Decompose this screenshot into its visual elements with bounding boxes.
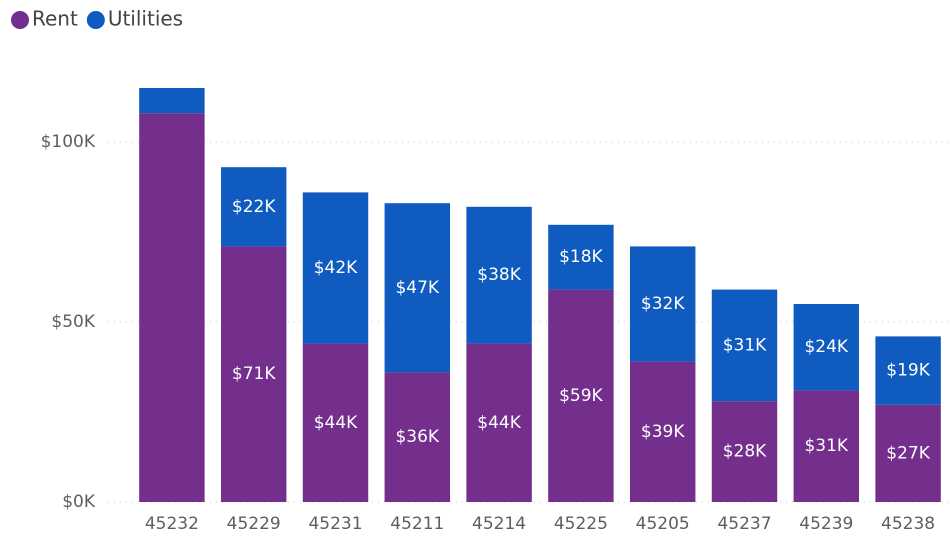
data-label: $31K (804, 436, 848, 456)
bar-segment (629, 361, 696, 502)
x-tick-label: 45214 (472, 514, 526, 534)
bar-segment (139, 88, 205, 114)
data-label: $32K (641, 294, 685, 314)
bar-segment (548, 224, 614, 290)
x-tick-label: 45239 (799, 514, 853, 534)
bar-segment (793, 390, 860, 502)
data-label: $28K (723, 442, 767, 462)
data-label: $42K (314, 258, 358, 278)
legend-label: Utilities (108, 7, 183, 31)
legend-marker (11, 11, 29, 29)
data-label: $24K (804, 337, 848, 357)
bar-segment (384, 203, 451, 373)
data-label: $18K (559, 247, 603, 267)
x-tick-label: 45229 (227, 514, 281, 534)
y-tick-label: $50K (51, 312, 95, 332)
x-tick-label: 45205 (636, 514, 690, 534)
data-label: $71K (232, 364, 276, 384)
data-label: $39K (641, 422, 685, 442)
bar-segment (139, 113, 205, 502)
bar-segment (711, 401, 778, 502)
data-label: $27K (886, 443, 930, 463)
x-tick-label: 45237 (717, 514, 771, 534)
bar-segment (793, 304, 860, 391)
bar-segment (384, 372, 451, 502)
x-tick-label: 45225 (554, 514, 608, 534)
y-tick-label: $0K (62, 492, 96, 512)
data-label: $22K (232, 197, 276, 217)
data-label: $47K (395, 278, 439, 298)
legend-marker (86, 11, 105, 29)
data-label: $44K (314, 413, 358, 433)
bar-segment (302, 192, 369, 344)
data-label: $59K (559, 386, 603, 406)
x-tick-label: 45231 (308, 514, 362, 534)
bar-segment (875, 336, 941, 405)
bar-segment (711, 289, 778, 402)
bar-segment (548, 289, 614, 502)
data-label: $44K (477, 413, 521, 433)
data-label: $19K (886, 361, 930, 381)
data-label: $38K (477, 265, 521, 285)
x-tick-label: 45238 (881, 514, 935, 534)
data-label: $36K (395, 427, 439, 447)
bar-segment (875, 404, 941, 502)
bar-segment (629, 246, 696, 362)
bar-segment (466, 343, 532, 502)
x-tick-label: 45232 (145, 514, 199, 534)
y-tick-label: $100K (41, 132, 96, 152)
bar-segment (220, 167, 287, 247)
legend-label: Rent (32, 7, 78, 31)
bar-segment (220, 246, 287, 502)
bar-segment (466, 206, 532, 344)
data-label: $31K (723, 335, 767, 355)
bar-segment (302, 343, 369, 502)
x-tick-label: 45211 (390, 514, 444, 534)
